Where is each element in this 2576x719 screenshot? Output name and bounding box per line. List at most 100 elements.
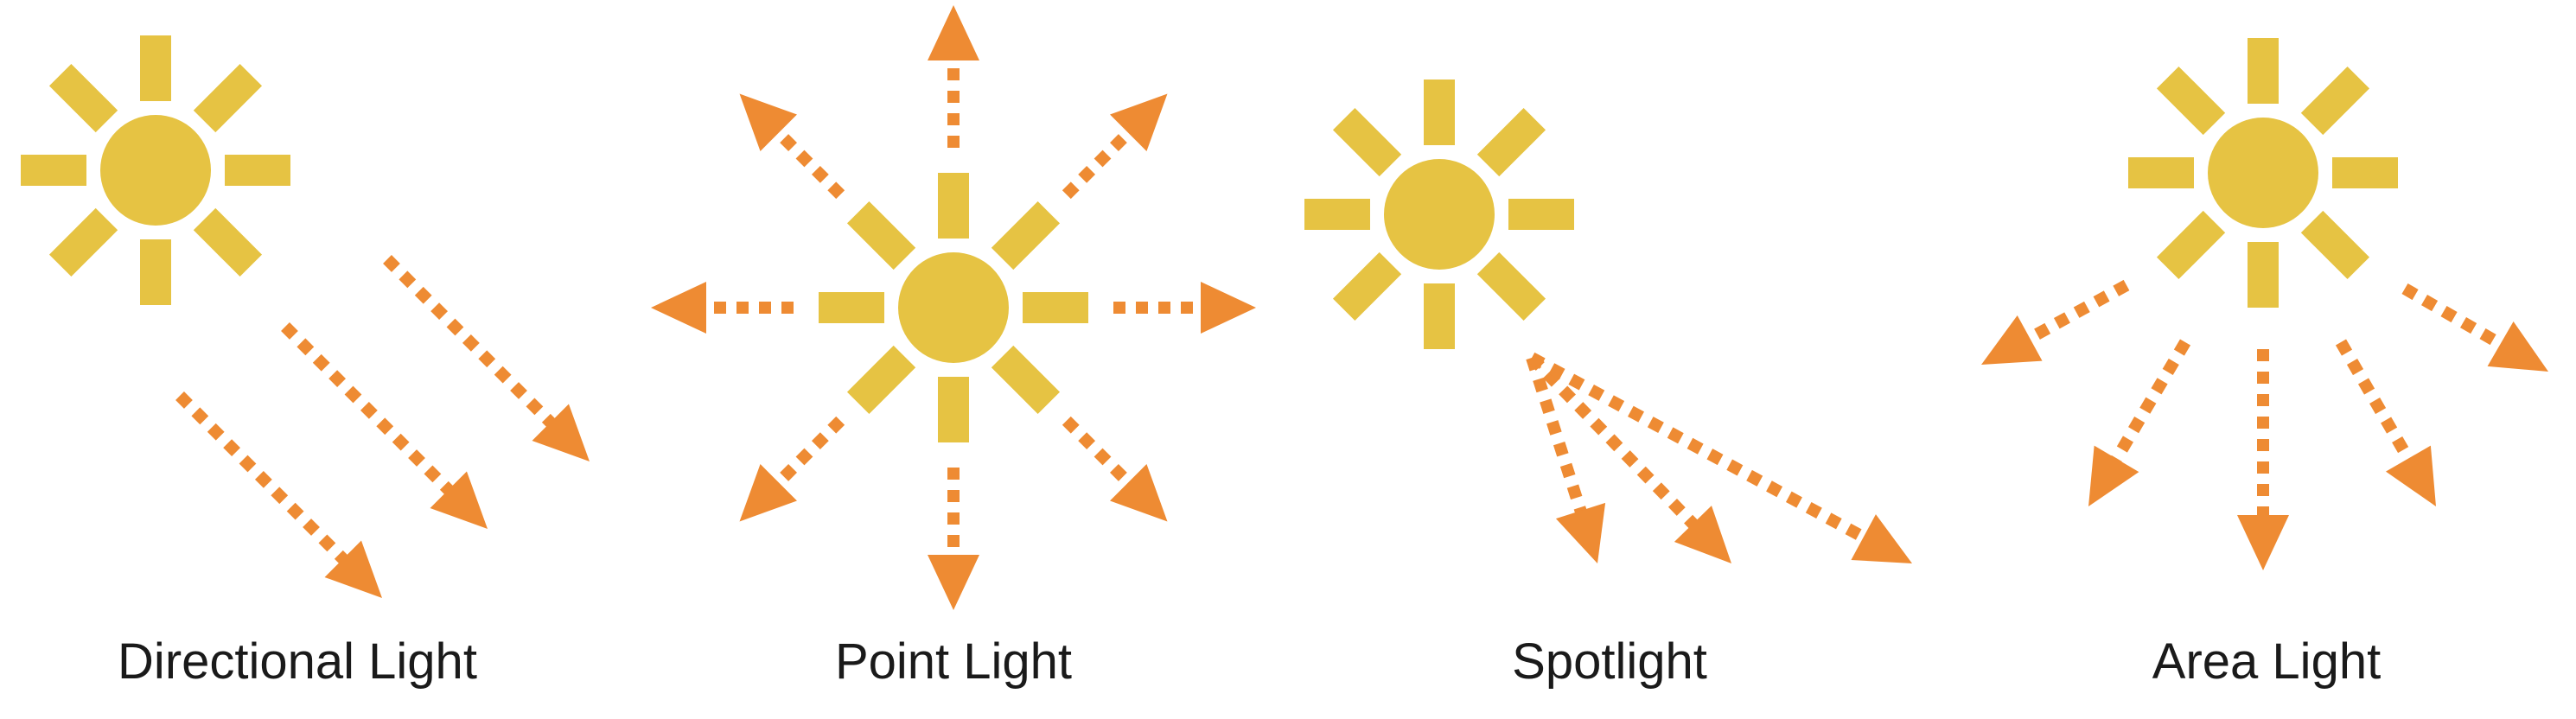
dotted-arrow-icon xyxy=(2237,349,2289,570)
dotted-arrow-icon xyxy=(2088,339,2191,506)
ray-arrowhead xyxy=(324,540,382,598)
sun-ray xyxy=(1332,251,1402,321)
label-point-light: Point Light xyxy=(835,633,1072,690)
ray-arrowhead xyxy=(430,471,488,529)
dotted-arrow-icon xyxy=(651,282,794,334)
ray-arrowhead xyxy=(928,555,979,610)
ray-shaft xyxy=(1526,355,1588,516)
sun-core xyxy=(1384,159,1495,270)
ray-shaft xyxy=(1062,125,1136,200)
ray-arrowhead xyxy=(1555,502,1606,563)
sun-ray xyxy=(48,63,118,133)
ray-arrowhead xyxy=(2088,445,2139,506)
dotted-arrow-icon xyxy=(2335,339,2436,506)
sun-ray xyxy=(2156,210,2226,280)
sun-ray xyxy=(846,345,916,415)
ray-shaft xyxy=(771,125,845,200)
sun-core xyxy=(100,115,211,226)
ray-arrowhead xyxy=(1981,315,2043,365)
sun-icon xyxy=(2128,38,2398,308)
sun-ray xyxy=(2128,157,2194,188)
sun-ray xyxy=(193,207,263,277)
ray-arrowhead xyxy=(2487,321,2548,372)
label-directional-light: Directional Light xyxy=(118,633,477,690)
dotted-arrow-icon xyxy=(1526,355,1606,563)
ray-shaft xyxy=(281,322,456,497)
ray-shaft xyxy=(1528,352,1870,544)
ray-shaft xyxy=(2024,279,2130,346)
sun-icon xyxy=(21,35,290,305)
sun-ray xyxy=(48,207,118,277)
sun-ray xyxy=(991,200,1061,270)
sun-ray xyxy=(2300,66,2370,136)
dotted-arrow-icon xyxy=(383,255,590,461)
dotted-arrow-icon xyxy=(928,5,979,148)
label-spotlight: Spotlight xyxy=(1512,633,1707,690)
sun-ray xyxy=(1304,199,1370,230)
dotted-arrow-icon xyxy=(2401,283,2548,372)
ray-shaft xyxy=(175,391,350,566)
ray-shaft xyxy=(1527,353,1700,531)
sun-ray xyxy=(819,292,884,323)
ray-arrowhead xyxy=(739,464,797,522)
dotted-arrow-icon xyxy=(1113,282,1256,334)
ray-shaft xyxy=(771,416,845,490)
label-area-light: Area Light xyxy=(2152,633,2381,690)
sun-ray xyxy=(938,173,969,239)
sun-ray xyxy=(1424,80,1455,145)
sun-ray xyxy=(2156,66,2226,136)
ray-arrowhead xyxy=(1110,93,1168,151)
ray-arrowhead xyxy=(651,282,706,334)
ray-arrowhead xyxy=(2237,515,2289,570)
dotted-arrow-icon xyxy=(1528,352,1912,563)
dotted-arrow-icon xyxy=(1527,353,1731,563)
sun-ray xyxy=(2332,157,2398,188)
panel-area-light xyxy=(1981,38,2548,570)
ray-arrowhead xyxy=(1201,282,1256,334)
ray-arrowhead xyxy=(739,93,797,151)
sun-ray xyxy=(846,200,916,270)
dotted-arrow-icon xyxy=(175,391,382,598)
sun-icon xyxy=(819,173,1088,442)
ray-shaft xyxy=(1062,416,1136,490)
dotted-arrow-icon xyxy=(1981,279,2130,365)
sun-ray xyxy=(1424,283,1455,349)
sun-ray xyxy=(1508,199,1574,230)
dotted-arrow-icon xyxy=(739,416,845,522)
sun-ray xyxy=(1332,107,1402,177)
dotted-arrow-icon xyxy=(281,322,488,529)
ray-shaft xyxy=(383,255,558,429)
sun-ray xyxy=(938,377,969,442)
panel-spotlight xyxy=(1304,80,1912,563)
sun-ray xyxy=(1023,292,1088,323)
ray-arrowhead xyxy=(2385,445,2436,506)
ray-arrowhead xyxy=(1674,506,1731,563)
sun-core xyxy=(2208,118,2318,228)
sun-ray xyxy=(2300,210,2370,280)
ray-shaft xyxy=(2335,339,2415,465)
sun-ray xyxy=(21,155,86,186)
ray-shaft xyxy=(2401,283,2507,352)
dotted-arrow-icon xyxy=(1062,416,1168,522)
sun-ray xyxy=(140,239,171,305)
ray-arrowhead xyxy=(928,5,979,60)
sun-ray xyxy=(193,63,263,133)
sun-ray xyxy=(140,35,171,101)
sun-core xyxy=(898,252,1009,363)
sun-ray xyxy=(1476,107,1546,177)
sun-ray xyxy=(1476,251,1546,321)
sun-ray xyxy=(2248,242,2279,308)
panel-point-light xyxy=(651,5,1256,610)
ray-arrowhead xyxy=(1851,514,1912,563)
dotted-arrow-icon xyxy=(928,468,979,610)
dotted-arrow-icon xyxy=(739,93,845,200)
sun-ray xyxy=(225,155,290,186)
ray-shaft xyxy=(2109,339,2191,465)
dotted-arrow-icon xyxy=(1062,93,1168,200)
sun-ray xyxy=(2248,38,2279,104)
panel-directional-light xyxy=(21,35,590,598)
sun-icon xyxy=(1304,80,1574,349)
ray-arrowhead xyxy=(1110,464,1168,522)
ray-arrowhead xyxy=(532,404,590,461)
